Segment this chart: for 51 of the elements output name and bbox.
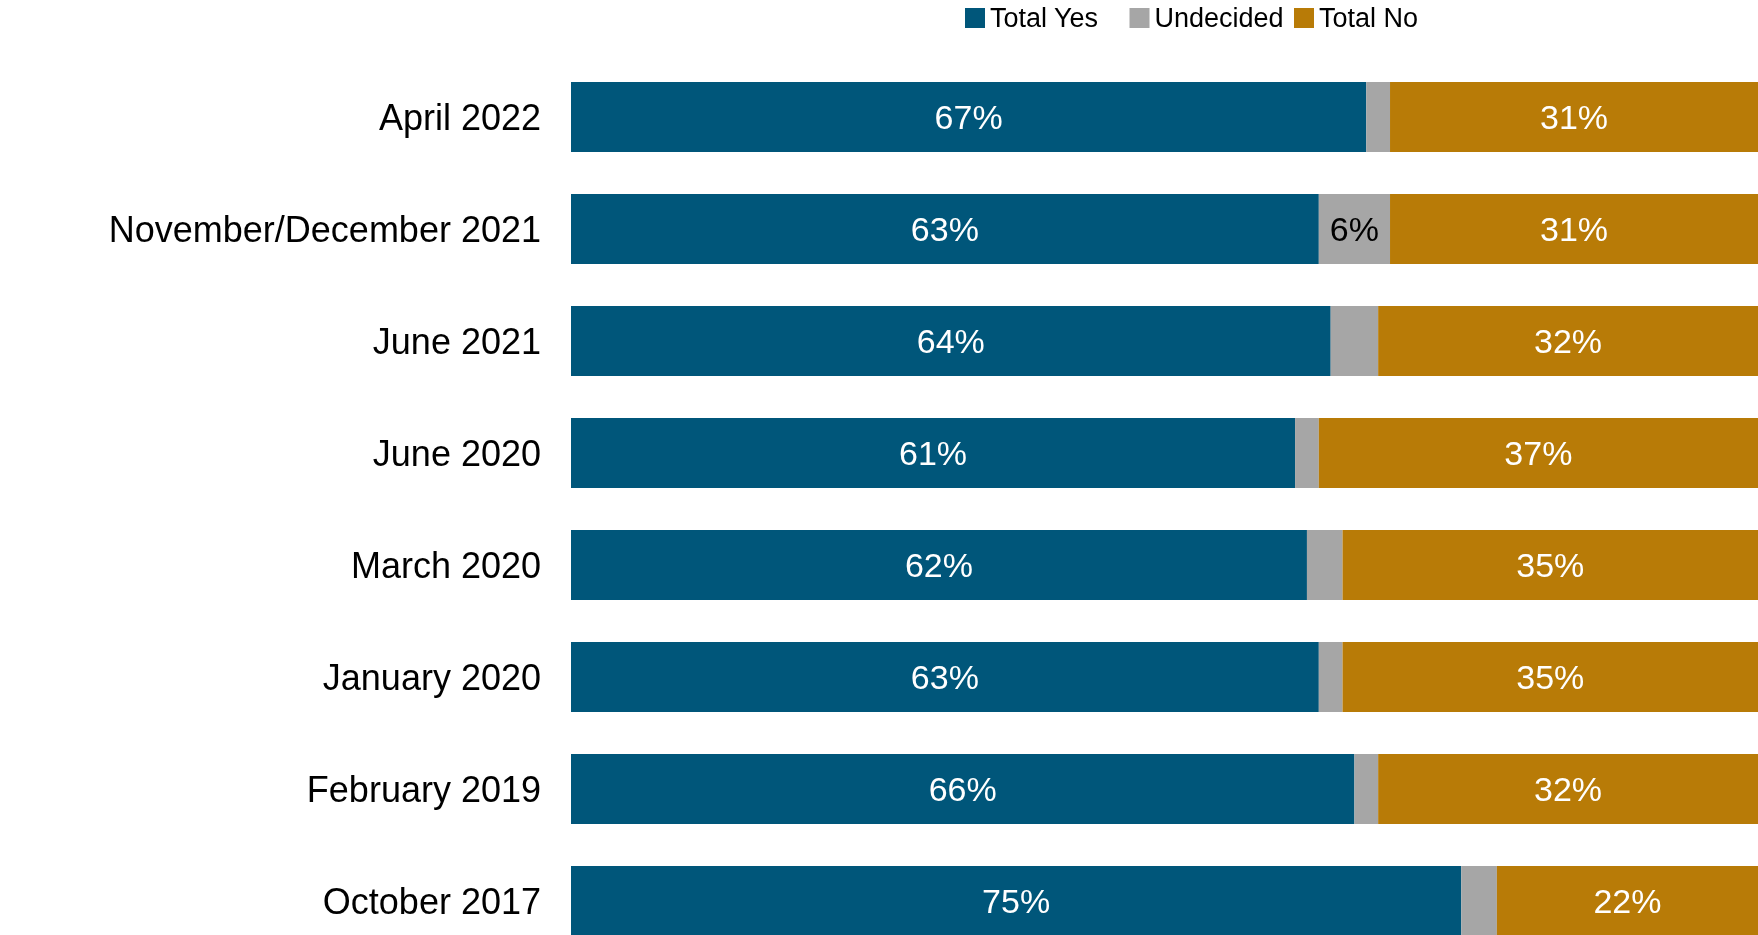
bar	[571, 306, 1331, 376]
bar	[1496, 866, 1758, 935]
legend-label: Total Yes	[990, 3, 1099, 34]
bar	[571, 82, 1367, 152]
data-label: 22%	[1593, 881, 1662, 920]
data-label: 37%	[1504, 433, 1573, 472]
bar	[571, 418, 1296, 488]
data-label: 63%	[910, 657, 979, 696]
bar	[1378, 754, 1758, 824]
bar	[571, 866, 1462, 935]
bar	[1330, 306, 1379, 376]
data-label: 32%	[1534, 321, 1603, 360]
data-label: 67%	[934, 97, 1003, 136]
legend-label: Undecided	[1154, 3, 1284, 34]
bar	[1354, 754, 1379, 824]
data-label: 32%	[1534, 769, 1603, 808]
y-tick-label: October 2017	[322, 880, 541, 922]
y-tick-label: January 2020	[322, 656, 541, 698]
data-label: 35%	[1516, 657, 1585, 696]
data-label: 66%	[928, 769, 997, 808]
bar	[1306, 530, 1343, 600]
data-label: 63%	[910, 209, 979, 248]
y-tick-label: June 2021	[372, 320, 541, 362]
bar	[1342, 642, 1758, 712]
bar	[1390, 82, 1758, 152]
bar	[1318, 642, 1343, 712]
data-label: 31%	[1539, 97, 1609, 136]
bar	[571, 194, 1319, 264]
data-label: 6%	[1329, 209, 1379, 248]
y-tick-label: February 2019	[306, 768, 541, 810]
y-tick-label: November/December 2021	[108, 208, 541, 250]
bar	[1318, 418, 1758, 488]
y-tick-label: April 2022	[378, 96, 541, 138]
bar	[1378, 306, 1758, 376]
bar	[1390, 194, 1758, 264]
bar	[1366, 82, 1391, 152]
data-label: 61%	[899, 433, 968, 472]
legend-label: Total No	[1319, 3, 1419, 34]
bar	[1342, 530, 1758, 600]
y-tick-label: March 2020	[350, 544, 541, 586]
bar	[1461, 866, 1497, 935]
data-label: 31%	[1539, 209, 1609, 248]
bar	[571, 642, 1319, 712]
bar	[1295, 418, 1319, 488]
data-label: 62%	[904, 545, 973, 584]
y-tick-label: June 2020	[372, 432, 541, 474]
data-label: 75%	[982, 881, 1051, 920]
bar	[571, 530, 1307, 600]
bar	[571, 754, 1355, 824]
data-label: 64%	[916, 321, 985, 360]
data-label: 35%	[1516, 545, 1585, 584]
